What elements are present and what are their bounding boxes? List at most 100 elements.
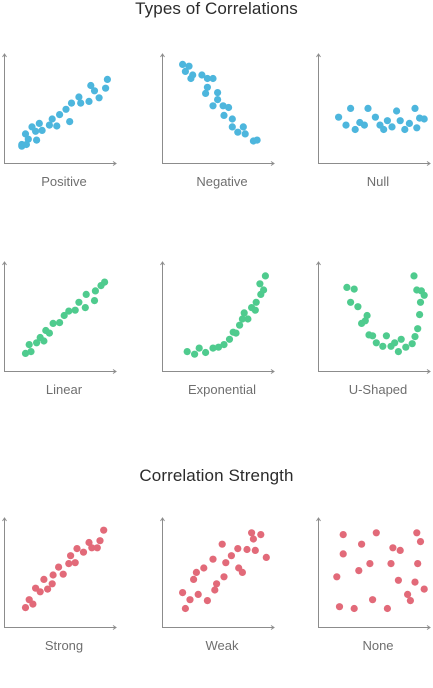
data-point [87, 81, 95, 90]
data-point [85, 538, 93, 547]
data-point [28, 123, 36, 131]
panel-label-strong: Strong [44, 638, 84, 653]
x-axis-arrow [112, 161, 117, 166]
data-point [96, 537, 104, 545]
data-point [342, 121, 350, 129]
data-point [387, 560, 395, 568]
data-point [410, 272, 418, 280]
data-point [56, 319, 64, 327]
data-point [360, 121, 368, 129]
data-point [241, 130, 249, 138]
data-point [100, 526, 108, 534]
data-point [71, 559, 79, 567]
data-point [413, 529, 421, 537]
panel-label-positive: Positive [41, 174, 87, 189]
data-point [333, 573, 341, 581]
data-point [350, 285, 358, 293]
data-point [243, 545, 251, 554]
scatter-plot-positive [2, 53, 117, 166]
data-point [93, 544, 101, 552]
data-point [27, 348, 35, 356]
data-point [44, 585, 52, 593]
data-point [239, 123, 247, 131]
panel-strong: Strong [2, 517, 124, 688]
x-axis-arrow [270, 625, 275, 630]
data-point [91, 287, 99, 295]
data-point [33, 339, 41, 347]
data-point [73, 545, 81, 553]
data-point [339, 550, 347, 558]
data-point [369, 332, 377, 340]
data-point [179, 60, 187, 68]
data-point [416, 311, 424, 319]
x-axis-arrow [112, 369, 117, 374]
data-point [396, 546, 404, 554]
data-point [56, 111, 64, 119]
data-point [411, 333, 419, 341]
panel-none: None [316, 517, 433, 688]
data-point [406, 597, 414, 605]
data-point [401, 125, 409, 134]
data-point [371, 113, 379, 121]
data-point [191, 350, 199, 358]
y-axis-arrow [160, 53, 165, 58]
data-point [397, 335, 405, 343]
data-point [22, 140, 30, 149]
data-point [222, 559, 230, 567]
y-axis-arrow [160, 261, 165, 266]
data-point [244, 315, 252, 323]
data-point [45, 329, 54, 337]
data-point [209, 555, 217, 563]
data-point [21, 349, 30, 357]
data-point [85, 97, 93, 105]
data-point [372, 339, 380, 347]
data-point [213, 580, 221, 588]
data-point [383, 604, 391, 613]
scatter-plot-weak [160, 517, 275, 630]
data-point [67, 99, 76, 107]
panel-linear: Linear [2, 261, 124, 432]
data-point [382, 332, 390, 340]
y-axis-arrow [316, 53, 321, 58]
data-point [81, 304, 89, 312]
data-point [220, 341, 228, 349]
data-point [183, 348, 191, 356]
data-point [49, 571, 57, 579]
data-point [203, 74, 211, 83]
y-axis-arrow [160, 517, 165, 522]
panel-label-linear: Linear [45, 382, 83, 397]
data-point [347, 104, 355, 112]
section-title-types: Types of Correlations [135, 0, 298, 18]
data-point [248, 529, 256, 537]
data-point [220, 573, 228, 581]
data-point [200, 564, 208, 572]
x-axis-arrow [270, 369, 275, 374]
data-point [21, 604, 30, 612]
data-point [49, 319, 57, 327]
data-point [413, 124, 421, 132]
data-point [225, 103, 233, 112]
panel-exponential: Exponential [160, 261, 282, 432]
panel-negative: Negative [160, 53, 282, 224]
data-point [343, 283, 351, 291]
data-point [260, 286, 268, 294]
panel-label-none: None [362, 638, 394, 653]
data-point [90, 87, 99, 95]
data-point [186, 596, 194, 604]
data-point [262, 553, 270, 561]
data-point [82, 290, 90, 298]
x-axis-arrow [112, 625, 117, 630]
data-point [380, 125, 388, 134]
data-point [36, 588, 44, 596]
data-point [355, 567, 363, 575]
data-point [202, 89, 210, 97]
data-point [190, 575, 198, 583]
data-point [364, 104, 372, 112]
data-point [195, 344, 203, 352]
section-title-strength: Correlation Strength [139, 466, 294, 485]
data-point [202, 348, 210, 357]
data-point [249, 535, 257, 543]
data-point [379, 342, 387, 350]
data-point [393, 107, 401, 115]
data-point [240, 309, 248, 317]
